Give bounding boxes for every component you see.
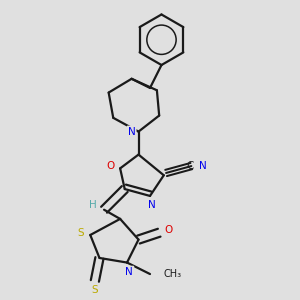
Text: S: S [92,285,98,295]
Text: O: O [164,225,172,236]
Text: N: N [148,200,156,210]
Text: C: C [186,161,194,171]
Text: H: H [89,200,96,210]
Text: N: N [125,267,133,277]
Text: S: S [78,228,84,238]
Text: CH₃: CH₃ [164,269,182,279]
Text: O: O [107,161,115,171]
Text: N: N [128,127,136,136]
Text: N: N [199,161,207,171]
